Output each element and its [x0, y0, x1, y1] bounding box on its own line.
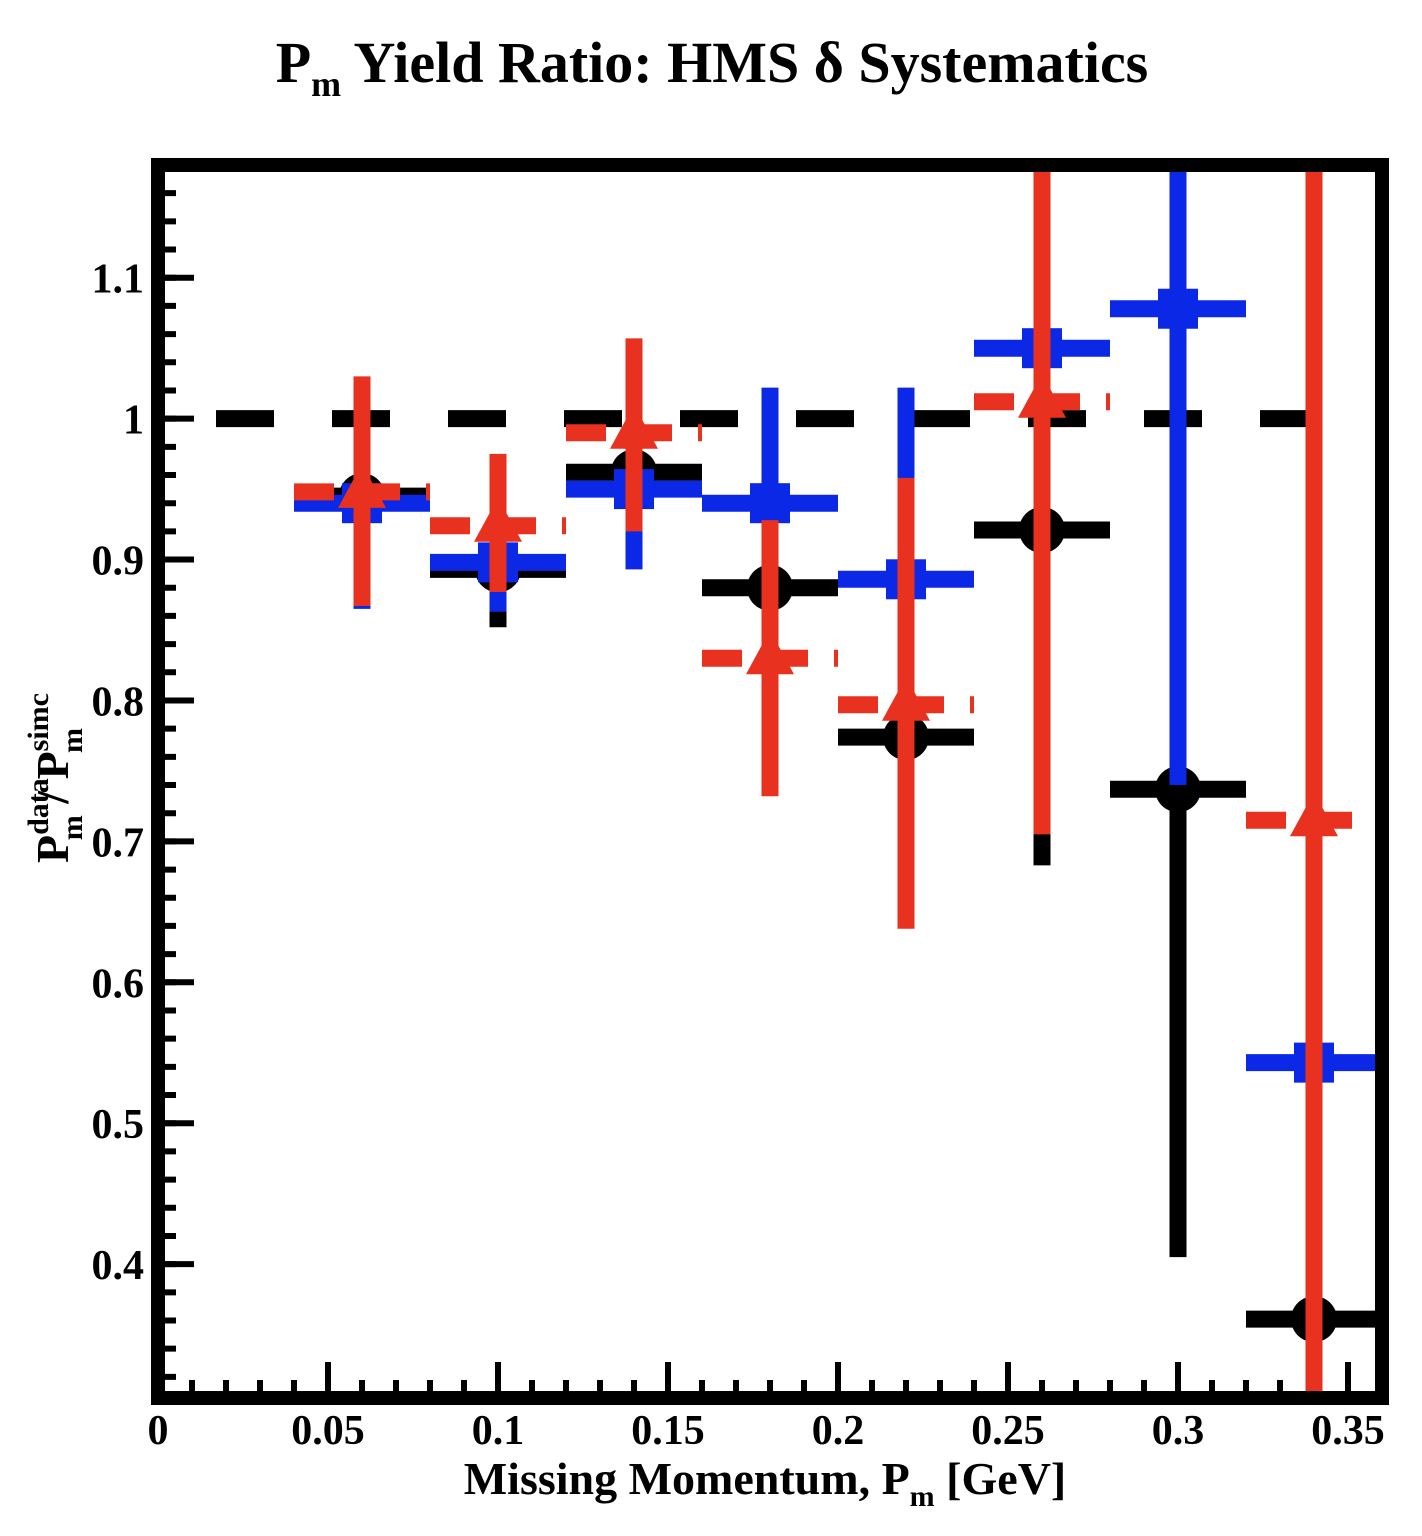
data-point-triangle	[746, 630, 794, 675]
y-tick-label: 0.5	[92, 1102, 145, 1148]
y-tick-label: 0.8	[92, 679, 145, 725]
data-point-triangle	[1018, 373, 1066, 418]
x-tick-label: 0.1	[472, 1408, 525, 1454]
data-point-triangle	[338, 463, 386, 508]
series-2	[294, 165, 1382, 1083]
x-tick-label: 0.05	[291, 1408, 365, 1454]
data-point-triangle	[474, 497, 522, 542]
data-point-triangle	[610, 404, 658, 449]
plot-area: 0 0.05 0.1 0.15 0.2 0.25 0.3 0.35 0.4 0.5 0.6 0.7 0.…	[92, 158, 1389, 1454]
y-tick-label: 1.1	[92, 257, 145, 303]
data-point-square	[750, 483, 790, 524]
y-tick-label: 0.6	[92, 961, 145, 1007]
data-point-circle	[1155, 766, 1201, 813]
y-tick-label: 0.7	[92, 820, 145, 866]
x-tick-label: 0.15	[631, 1408, 705, 1454]
y-tick-label: 0.4	[92, 1243, 145, 1289]
x-axis-label: Missing Momentum, Pm [GeV]	[464, 1453, 1066, 1513]
data-layer	[158, 165, 1382, 1398]
series-1	[294, 449, 1382, 1398]
y-axis-label: Pdatam / Psimcm	[22, 693, 89, 863]
x-tick-label: 0.35	[1311, 1408, 1385, 1454]
series-3	[294, 165, 1382, 1398]
chart-title: Pm Yield Ratio: HMS δ Systematics	[276, 30, 1149, 104]
y-tick-label: 0.9	[92, 539, 145, 585]
data-point-triangle	[882, 676, 930, 721]
x-tick-label: 0	[148, 1408, 169, 1454]
x-tick-label: 0.2	[812, 1408, 865, 1454]
data-point-square	[1158, 288, 1198, 329]
x-tick-label: 0.25	[971, 1408, 1045, 1454]
plot-frame	[151, 158, 1389, 1405]
y-tick-label: 1	[123, 398, 144, 444]
x-tick-label: 0.3	[1152, 1408, 1205, 1454]
data-point-triangle	[1290, 792, 1338, 837]
